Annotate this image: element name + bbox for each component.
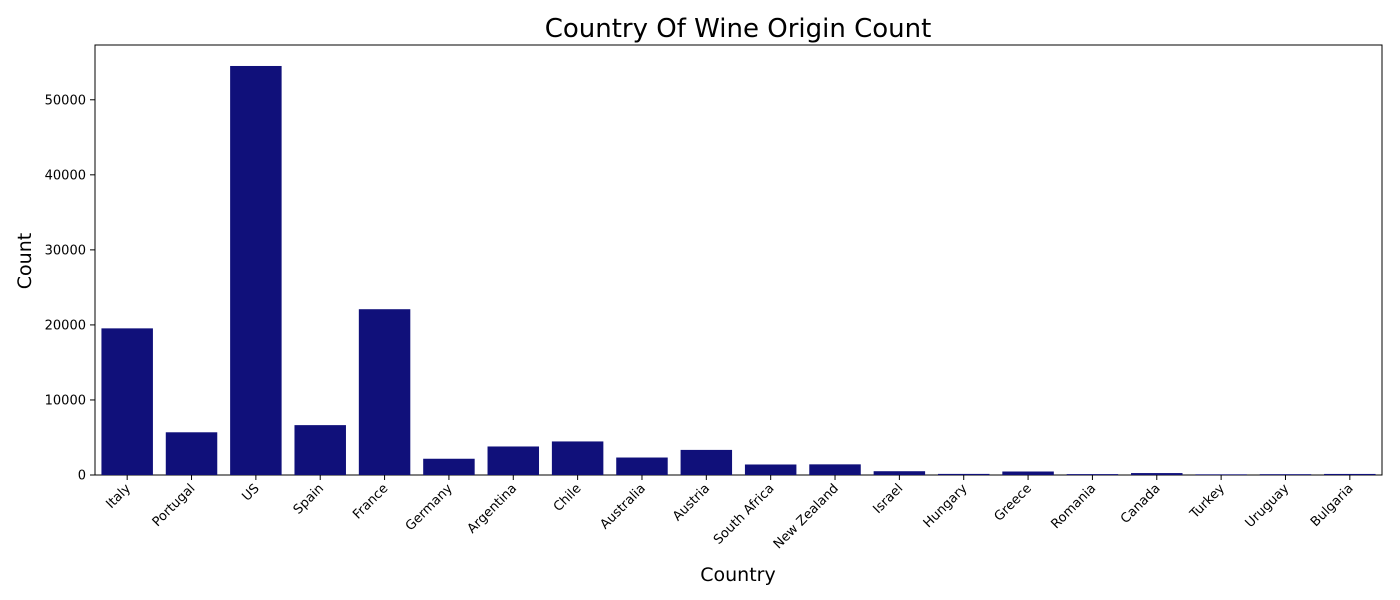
plot-frame: [94, 44, 1383, 476]
bars: [101, 65, 1376, 475]
bar-france: [358, 309, 411, 475]
x-tick-label: Uruguay: [1243, 481, 1293, 531]
bar-italy: [101, 328, 153, 475]
bar-uruguay: [1259, 474, 1312, 475]
bar-turkey: [1195, 474, 1247, 475]
bar-bulgaria: [1324, 473, 1376, 475]
bar-portugal: [165, 432, 218, 475]
x-tick-label: Chile: [551, 481, 585, 515]
x-tick-label: Hungary: [921, 481, 971, 531]
x-tick-label: South Africa: [711, 481, 777, 547]
x-tick-label: New Zealand: [771, 481, 842, 552]
y-tick-label: 50000: [45, 93, 86, 108]
x-tick-label: Germany: [403, 481, 456, 534]
chart-title: Country Of Wine Origin Count: [545, 14, 932, 44]
bar-spain: [294, 425, 346, 475]
y-tick-label: 40000: [45, 168, 86, 183]
x-tick-label: Israel: [870, 481, 906, 517]
x-tick-label: Australia: [598, 481, 649, 532]
bar-israel: [873, 471, 926, 475]
bar-germany: [423, 458, 475, 475]
bar-chile: [551, 441, 604, 475]
y-tick-label: 20000: [45, 318, 86, 333]
bar-austria: [680, 449, 733, 475]
y-axis: 0 10000 20000 30000 40000 50000: [45, 93, 95, 484]
x-tick-label: Spain: [291, 481, 327, 517]
y-tick-label: 0: [78, 469, 86, 484]
bar-greece: [1002, 471, 1054, 475]
bar-south-africa: [744, 464, 797, 475]
x-tick-label: US: [240, 481, 263, 504]
x-tick-label: Argentina: [465, 481, 520, 536]
x-tick-label: Austria: [670, 481, 713, 524]
x-tick-label: Canada: [1118, 481, 1164, 527]
bar-australia: [616, 457, 668, 475]
plot-area: [94, 44, 1383, 476]
x-tick-label: France: [350, 481, 391, 522]
y-tick-label: 10000: [45, 393, 86, 408]
bar-romania: [1066, 474, 1119, 475]
x-axis-label: Country: [700, 564, 775, 586]
x-tick-label: Romania: [1048, 481, 1099, 532]
bar-canada: [1131, 473, 1183, 475]
x-axis: Italy Portugal US Spain France Germany Argenti…: [103, 475, 1357, 552]
x-tick-label: Portugal: [150, 481, 199, 530]
bar-new-zealand: [809, 464, 861, 475]
y-tick-label: 30000: [45, 243, 86, 258]
x-tick-label: Bulgaria: [1308, 481, 1357, 530]
bar-hungary: [937, 473, 990, 475]
bar-us: [230, 65, 282, 475]
bar-argentina: [487, 446, 540, 475]
y-axis-label: Count: [14, 233, 36, 289]
x-tick-label: Greece: [992, 481, 1035, 524]
x-tick-label: Italy: [103, 481, 134, 512]
x-tick-label: Turkey: [1187, 481, 1228, 522]
